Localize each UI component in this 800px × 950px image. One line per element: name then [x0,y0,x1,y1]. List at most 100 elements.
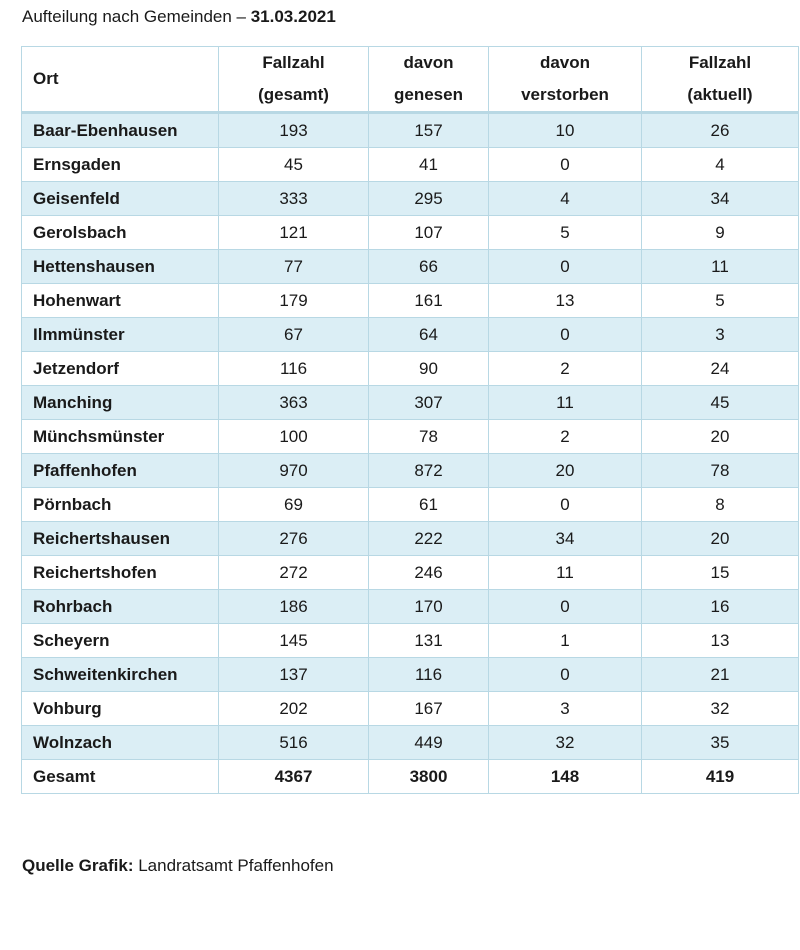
cell-verstorben: 10 [488,112,642,148]
cell-fallzahl-gesamt: 137 [218,657,369,692]
cell-verstorben: 0 [488,589,642,624]
cell-fallzahl-aktuell: 8 [641,487,799,522]
cell-genesen: 872 [368,453,489,488]
cell-genesen: 307 [368,385,489,420]
table-row: Hettenshausen 77 66 0 11 [21,249,799,284]
table-header: Ort Fallzahl (gesamt) davon genesen davon v… [21,46,799,113]
cell-genesen: 66 [368,249,489,284]
cell-fallzahl-aktuell: 4 [641,147,799,182]
cell-fallzahl-gesamt: 45 [218,147,369,182]
cell-verstorben: 4 [488,181,642,216]
cell-fallzahl-gesamt: 116 [218,351,369,386]
cell-verstorben: 13 [488,283,642,318]
cell-genesen: 61 [368,487,489,522]
header-fallzahl-gesamt: Fallzahl (gesamt) [218,46,369,113]
cell-fallzahl-aktuell: 13 [641,623,799,658]
cell-ort: Jetzendorf [21,351,219,386]
table-row: Reichertshausen 276 222 34 20 [21,521,799,556]
cell-verstorben: 1 [488,623,642,658]
cell-fallzahl-aktuell: 34 [641,181,799,216]
header-fallzahl-aktuell: Fallzahl (aktuell) [641,46,799,113]
header-line2: (gesamt) [258,85,329,104]
cell-fallzahl-aktuell: 11 [641,249,799,284]
cell-genesen: 449 [368,725,489,760]
table-row: Vohburg 202 167 3 32 [21,691,799,726]
table-row: Münchsmünster 100 78 2 20 [21,419,799,454]
header-line1: davon [539,53,591,72]
cell-ort: Scheyern [21,623,219,658]
page-title: Aufteilung nach Gemeinden – 31.03.2021 [22,7,336,27]
cell-verstorben: 148 [488,759,642,794]
cell-ort: Vohburg [21,691,219,726]
cell-fallzahl-aktuell: 35 [641,725,799,760]
cell-verstorben: 5 [488,215,642,250]
cell-fallzahl-aktuell: 26 [641,112,799,148]
cell-ort: Geisenfeld [21,181,219,216]
cell-fallzahl-aktuell: 45 [641,385,799,420]
table-row: Rohrbach 186 170 0 16 [21,589,799,624]
cell-ort: Reichertshausen [21,521,219,556]
cell-ort: Baar-Ebenhausen [21,112,219,148]
header-line2: genesen [394,85,463,104]
title-prefix: Aufteilung nach Gemeinden – [22,7,251,26]
title-date: 31.03.2021 [250,7,336,26]
cell-genesen: 3800 [368,759,489,794]
table-row: Schweitenkirchen 137 116 0 21 [21,657,799,692]
cell-genesen: 157 [368,112,489,148]
table-row: Manching 363 307 11 45 [21,385,799,420]
cell-verstorben: 0 [488,249,642,284]
cell-fallzahl-aktuell: 419 [641,759,799,794]
cell-genesen: 116 [368,657,489,692]
cell-verstorben: 0 [488,147,642,182]
cell-genesen: 167 [368,691,489,726]
table-body: Baar-Ebenhausen 193 157 10 26 Ernsgaden 45 41 0 4… [21,112,799,794]
cell-fallzahl-gesamt: 202 [218,691,369,726]
header-ort-label: Ort [33,69,59,88]
header-line2: (aktuell) [687,85,753,104]
cell-fallzahl-gesamt: 145 [218,623,369,658]
cell-fallzahl-gesamt: 333 [218,181,369,216]
cases-table: Ort Fallzahl (gesamt) davon genesen davon v… [21,46,799,794]
table-row: Ernsgaden 45 41 0 4 [21,147,799,182]
cell-fallzahl-aktuell: 16 [641,589,799,624]
cell-ort: Gesamt [21,759,219,794]
cell-genesen: 295 [368,181,489,216]
table-row: Pfaffenhofen 970 872 20 78 [21,453,799,488]
cell-ort: Hohenwart [21,283,219,318]
cell-ort: Wolnzach [21,725,219,760]
header-line1: davon [403,53,454,72]
cell-fallzahl-aktuell: 20 [641,521,799,556]
cell-verstorben: 0 [488,487,642,522]
cell-ort: Münchsmünster [21,419,219,454]
cell-genesen: 90 [368,351,489,386]
total-row: Gesamt 4367 3800 148 419 [21,759,799,794]
cell-genesen: 41 [368,147,489,182]
cell-ort: Ilmmünster [21,317,219,352]
cell-fallzahl-gesamt: 970 [218,453,369,488]
cell-fallzahl-aktuell: 3 [641,317,799,352]
cell-verstorben: 11 [488,555,642,590]
cell-fallzahl-aktuell: 20 [641,419,799,454]
cell-fallzahl-aktuell: 78 [641,453,799,488]
table-row: Baar-Ebenhausen 193 157 10 26 [21,112,799,148]
cell-fallzahl-aktuell: 15 [641,555,799,590]
cell-genesen: 64 [368,317,489,352]
cell-fallzahl-aktuell: 32 [641,691,799,726]
cell-fallzahl-aktuell: 21 [641,657,799,692]
header-row: Ort Fallzahl (gesamt) davon genesen davon v… [21,46,799,113]
table-row: Hohenwart 179 161 13 5 [21,283,799,318]
cell-fallzahl-gesamt: 67 [218,317,369,352]
table-row: Gerolsbach 121 107 5 9 [21,215,799,250]
cell-fallzahl-aktuell: 5 [641,283,799,318]
cell-verstorben: 2 [488,351,642,386]
table-row: Jetzendorf 116 90 2 24 [21,351,799,386]
header-line1: Fallzahl [688,53,752,72]
cell-ort: Ernsgaden [21,147,219,182]
cell-fallzahl-gesamt: 179 [218,283,369,318]
cell-ort: Gerolsbach [21,215,219,250]
header-genesen: davon genesen [368,46,489,113]
cell-fallzahl-gesamt: 516 [218,725,369,760]
cell-genesen: 107 [368,215,489,250]
table-row: Pörnbach 69 61 0 8 [21,487,799,522]
cell-verstorben: 2 [488,419,642,454]
